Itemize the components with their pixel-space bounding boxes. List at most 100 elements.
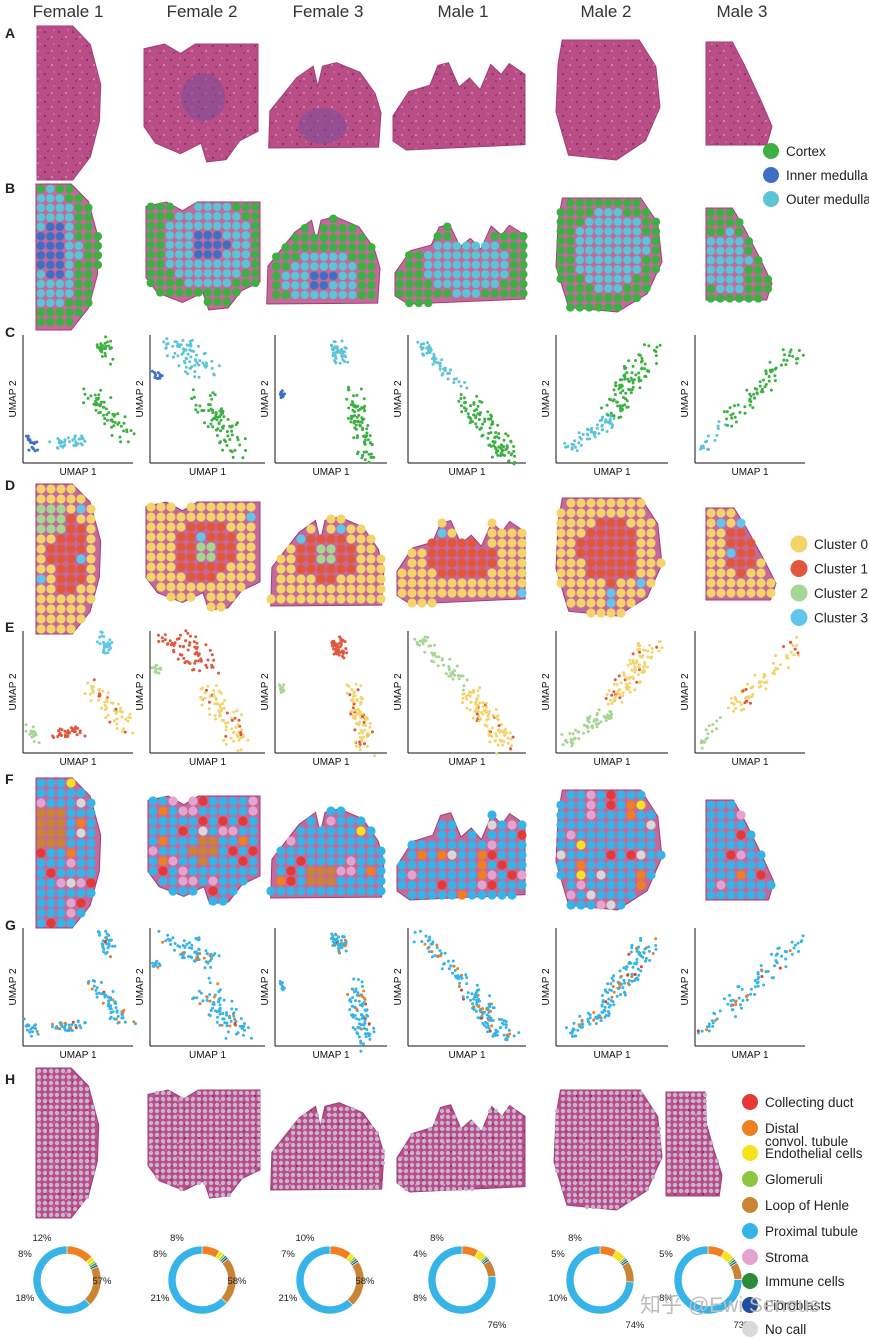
umap-celltype-point bbox=[726, 1002, 730, 1006]
celltype-spot-2-spot bbox=[238, 796, 248, 806]
umap-region-point bbox=[333, 359, 337, 362]
region-spot-3-spot bbox=[357, 243, 367, 252]
umap-celltype-point bbox=[447, 967, 451, 971]
celltype-spot-5-spot bbox=[636, 870, 646, 880]
region-spot-5-spot bbox=[632, 274, 642, 284]
cluster-spot-4-spot bbox=[437, 518, 447, 528]
cluster-spot-4-spot bbox=[487, 518, 497, 528]
umap-celltype-point bbox=[337, 949, 341, 953]
umap-region-point bbox=[96, 403, 100, 407]
region-spot-6-spot bbox=[716, 265, 725, 275]
umap-cluster-point bbox=[103, 645, 106, 649]
umap-region-point bbox=[101, 344, 105, 348]
umap-region-point bbox=[96, 397, 99, 401]
umap-celltype-point bbox=[333, 943, 337, 947]
umap-region-point bbox=[493, 445, 497, 449]
umap-cluster-point bbox=[357, 723, 361, 727]
overlay-spot-1-spot bbox=[84, 1140, 90, 1146]
overlay-spot-2-spot bbox=[202, 1132, 208, 1138]
region-spot-2-spot bbox=[156, 202, 165, 212]
overlay-spot-2-spot bbox=[226, 1156, 232, 1162]
umap-celltype-point bbox=[83, 1021, 87, 1025]
umap-celltype-point bbox=[755, 981, 759, 985]
overlay-spot-3-spot bbox=[314, 1112, 320, 1118]
umap-celltype-point bbox=[427, 938, 431, 942]
umap-celltype-point bbox=[578, 1014, 582, 1018]
umap-region-point bbox=[801, 353, 805, 357]
cluster-spot-1-spot bbox=[56, 524, 66, 534]
region-spot-1-spot bbox=[55, 184, 65, 194]
umap-celltype-point bbox=[595, 1016, 599, 1020]
umap-cluster-point bbox=[206, 684, 210, 688]
umap-cluster-point bbox=[29, 729, 33, 733]
cluster-spot-3-spot bbox=[326, 524, 336, 534]
umap-celltype-point bbox=[157, 962, 161, 966]
overlay-spot-3-spot bbox=[368, 1124, 374, 1130]
umap-region-point bbox=[110, 425, 114, 429]
umap-celltype-point bbox=[783, 950, 787, 953]
umap-celltype-point bbox=[643, 947, 647, 951]
umap-cluster-point bbox=[222, 718, 226, 722]
cluster-spot-5-spot bbox=[586, 498, 596, 508]
celltype-spot-1-spot bbox=[76, 818, 86, 828]
umap-region-point bbox=[184, 365, 188, 369]
region-spot-1-spot bbox=[36, 279, 46, 289]
celltype-spot-5-spot bbox=[626, 820, 636, 830]
celltype-spot-2-spot bbox=[188, 816, 198, 826]
umap-celltype-point bbox=[606, 982, 610, 986]
umap-region-point bbox=[483, 417, 487, 421]
celltype-spot-3-spot bbox=[326, 816, 336, 826]
overlay-spot-2-spot bbox=[226, 1138, 232, 1144]
celltype-spot-2-spot bbox=[238, 866, 248, 876]
umap-cluster-point bbox=[765, 680, 769, 684]
umap-region-point bbox=[496, 449, 500, 453]
overlay-spot-1-spot bbox=[78, 1098, 84, 1104]
region-spot-5-spot bbox=[604, 284, 613, 293]
region-spot-2-spot bbox=[165, 269, 175, 278]
umap-cluster-point bbox=[63, 733, 67, 737]
umap-region-point bbox=[626, 377, 630, 381]
umap-celltype-point bbox=[431, 942, 435, 946]
umap-celltype-point bbox=[592, 1018, 596, 1022]
region-spot-3-spot bbox=[310, 243, 319, 252]
region-spot-2-spot bbox=[222, 269, 232, 278]
umap-celltype-point bbox=[336, 942, 340, 946]
umap-cluster-point bbox=[604, 719, 608, 722]
celltype-spot-3-spot bbox=[296, 866, 306, 876]
region-spot-1-spot bbox=[93, 251, 103, 260]
umap-region-point bbox=[429, 348, 433, 352]
umap-region-point bbox=[600, 424, 604, 428]
umap-y-label: UMAP 2 bbox=[135, 673, 146, 710]
umap-celltype-point bbox=[619, 993, 622, 996]
umap-region-point bbox=[211, 408, 214, 412]
cluster-spot-4-spot bbox=[507, 528, 517, 538]
umap-cluster-point bbox=[236, 723, 240, 726]
overlay-spot-3-spot bbox=[332, 1142, 338, 1148]
umap-celltype-point bbox=[354, 999, 357, 1003]
overlay-spot-2-spot bbox=[226, 1186, 232, 1192]
umap-cluster-point bbox=[184, 639, 188, 643]
overlay-spot-2-spot bbox=[166, 1174, 172, 1180]
umap-celltype-point bbox=[481, 1007, 484, 1011]
overlay-spot-2-spot bbox=[232, 1132, 238, 1138]
overlay-spot-2-spot bbox=[232, 1090, 238, 1096]
region-spot-1-spot bbox=[36, 213, 46, 222]
celltype-spot-4-spot bbox=[507, 820, 517, 830]
umap-celltype-point bbox=[427, 950, 431, 954]
umap-region-point bbox=[464, 407, 468, 411]
umap-celltype-point bbox=[476, 988, 480, 992]
overlay-spot-1-spot bbox=[66, 1146, 72, 1152]
overlay-spot-2-spot bbox=[250, 1132, 256, 1138]
umap-cluster-point bbox=[617, 674, 621, 678]
overlay-spot-3-spot bbox=[338, 1136, 344, 1142]
cluster-spot-2-spot bbox=[186, 572, 196, 582]
overlay-spot-3-spot bbox=[350, 1142, 356, 1148]
umap-celltype-point bbox=[457, 977, 460, 981]
celltype-spot-4-spot bbox=[487, 820, 497, 830]
overlay-spot-1-spot bbox=[84, 1092, 90, 1098]
cluster-spot-2-spot bbox=[176, 542, 186, 552]
cluster-spot-2-spot bbox=[166, 582, 176, 592]
overlay-spot-1-spot bbox=[78, 1122, 84, 1128]
umap-cluster-point bbox=[609, 716, 613, 720]
umap-cluster-point bbox=[782, 645, 786, 648]
